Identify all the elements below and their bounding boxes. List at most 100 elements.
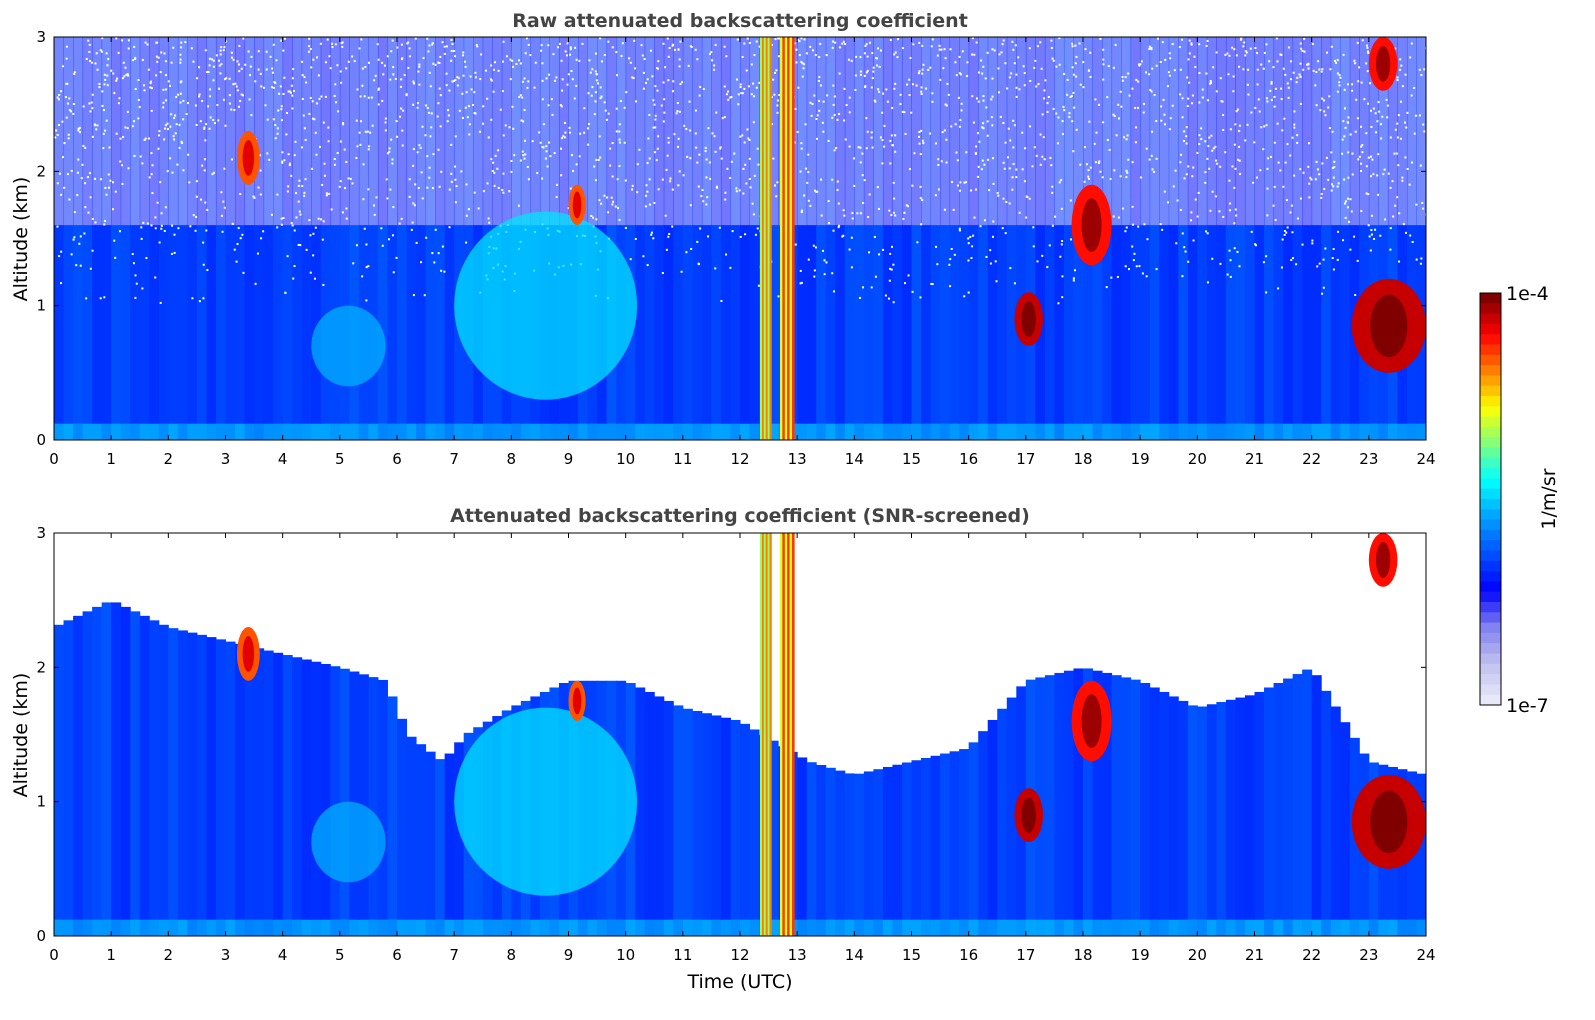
noise-speckle bbox=[184, 41, 187, 44]
noise-speckle bbox=[159, 71, 162, 74]
field-cell bbox=[997, 37, 1008, 226]
noise-speckle bbox=[1039, 133, 1042, 136]
precip-column-strip bbox=[784, 533, 788, 936]
noise-speckle bbox=[1119, 175, 1122, 178]
field-cell bbox=[349, 423, 360, 440]
noise-speckle bbox=[1367, 156, 1370, 159]
field-cell bbox=[578, 37, 589, 226]
field-cell bbox=[749, 919, 760, 936]
field-cell bbox=[1387, 37, 1398, 226]
noise-speckle bbox=[1266, 214, 1269, 217]
noise-speckle bbox=[1299, 168, 1302, 171]
noise-speckle bbox=[238, 70, 241, 73]
field-cell bbox=[1130, 919, 1141, 936]
noise-speckle bbox=[79, 235, 82, 238]
noise-speckle bbox=[114, 190, 117, 193]
field-cell bbox=[1187, 423, 1198, 440]
noise-speckle bbox=[1087, 175, 1090, 178]
field-cell bbox=[1063, 919, 1074, 936]
noise-speckle bbox=[420, 171, 423, 174]
noise-speckle bbox=[339, 180, 342, 183]
field-cell bbox=[1016, 423, 1027, 440]
field-cell bbox=[701, 423, 712, 440]
noise-speckle bbox=[1292, 71, 1295, 74]
noise-speckle bbox=[1283, 117, 1286, 120]
x-tick-label: 4 bbox=[278, 450, 288, 468]
noise-speckle bbox=[1347, 116, 1350, 119]
noise-speckle bbox=[392, 206, 395, 209]
noise-speckle bbox=[594, 70, 597, 73]
noise-speckle bbox=[967, 259, 970, 262]
noise-speckle bbox=[1040, 67, 1043, 70]
noise-speckle bbox=[850, 266, 853, 269]
noise-speckle bbox=[575, 58, 578, 61]
noise-speckle bbox=[1229, 128, 1232, 131]
noise-speckle bbox=[1101, 176, 1104, 179]
noise-speckle bbox=[1346, 121, 1349, 124]
noise-speckle bbox=[1400, 100, 1403, 103]
noise-speckle bbox=[58, 172, 61, 175]
noise-speckle bbox=[838, 46, 841, 49]
field-cell bbox=[797, 757, 808, 920]
noise-speckle bbox=[870, 86, 873, 89]
field-cell bbox=[1264, 225, 1275, 424]
field-cell bbox=[701, 713, 712, 920]
noise-speckle bbox=[1377, 101, 1380, 104]
noise-speckle bbox=[137, 79, 140, 82]
field-cell bbox=[558, 37, 569, 226]
noise-speckle bbox=[1179, 161, 1182, 164]
field-cell bbox=[978, 225, 989, 424]
noise-speckle bbox=[373, 213, 376, 216]
noise-speckle bbox=[610, 196, 613, 199]
field-cell bbox=[978, 37, 989, 226]
noise-speckle bbox=[166, 122, 169, 125]
field-cell bbox=[1130, 37, 1141, 226]
noise-speckle bbox=[689, 204, 692, 207]
noise-speckle bbox=[1060, 243, 1063, 246]
field-cell bbox=[1244, 423, 1255, 440]
noise-speckle bbox=[1351, 152, 1354, 155]
noise-speckle bbox=[194, 229, 197, 232]
noise-speckle bbox=[750, 63, 753, 66]
field-cell bbox=[368, 919, 379, 936]
field-cell bbox=[854, 423, 865, 440]
field-cell bbox=[397, 718, 408, 920]
field-cell bbox=[987, 225, 998, 424]
noise-speckle bbox=[1315, 71, 1318, 74]
noise-speckle bbox=[1011, 176, 1014, 179]
noise-speckle bbox=[624, 226, 627, 229]
noise-speckle bbox=[1200, 138, 1203, 141]
y-axis-label-raw: Altitude (km) bbox=[10, 177, 32, 302]
noise-speckle bbox=[518, 59, 521, 62]
noise-speckle bbox=[395, 120, 398, 123]
noise-speckle bbox=[224, 124, 227, 127]
noise-speckle bbox=[967, 237, 970, 240]
noise-speckle bbox=[119, 230, 122, 233]
noise-speckle bbox=[1290, 78, 1293, 81]
noise-speckle bbox=[526, 86, 529, 89]
noise-speckle bbox=[1008, 167, 1011, 170]
noise-speckle bbox=[945, 104, 948, 107]
field-cell bbox=[1044, 919, 1055, 936]
noise-speckle bbox=[1178, 46, 1181, 49]
noise-speckle bbox=[166, 128, 169, 131]
field-cell bbox=[911, 919, 922, 936]
noise-speckle bbox=[666, 37, 669, 40]
field-cell bbox=[997, 225, 1008, 424]
noise-speckle bbox=[303, 191, 306, 194]
x-tick-label: 19 bbox=[1131, 450, 1150, 468]
field-cell bbox=[254, 423, 265, 440]
cloud-core bbox=[1375, 45, 1391, 82]
noise-speckle bbox=[358, 47, 361, 50]
noise-speckle bbox=[1175, 242, 1178, 245]
field-cell bbox=[625, 919, 636, 936]
noise-speckle bbox=[1023, 180, 1026, 183]
noise-speckle bbox=[795, 48, 798, 51]
noise-speckle bbox=[1274, 87, 1277, 90]
field-cell bbox=[968, 423, 979, 440]
field-cell bbox=[244, 919, 255, 936]
noise-speckle bbox=[1206, 39, 1209, 42]
noise-speckle bbox=[381, 99, 384, 102]
noise-speckle bbox=[160, 227, 163, 230]
noise-speckle bbox=[1023, 72, 1026, 75]
